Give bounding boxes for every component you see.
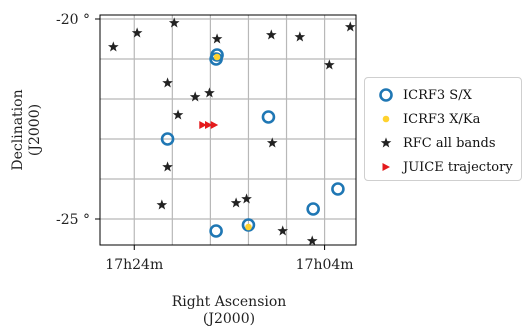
y-axis-label: Declination(J2000) (10, 89, 43, 170)
rfc-all-bands-point (241, 193, 252, 204)
icrf3-s-x-point (306, 202, 320, 216)
legend-label: ICRF3 S/X (403, 87, 472, 103)
juice-trajectory-point (199, 121, 207, 129)
data-marks (108, 17, 356, 246)
rfc-all-bands-point (189, 91, 201, 102)
legend-marker-juice-trajectory (382, 163, 390, 171)
juice-trajectory-point (204, 121, 213, 129)
legend-marker-icrf3-s-x (379, 88, 393, 102)
rfc-all-bands-point (162, 161, 173, 172)
rfc-all-bands-point (265, 29, 277, 40)
grid-lines (100, 15, 356, 245)
icrf3-x-ka-point (245, 223, 252, 231)
plot-frame (99, 14, 357, 246)
icrf3-x-ka-point (213, 53, 221, 61)
legend-item-icrf3-s-x: ICRF3 S/X (375, 84, 472, 106)
rfc-all-bands-point (294, 31, 306, 42)
axis-ticks: 17h24m 17h04m -20 ° -25 ° (56, 12, 354, 273)
x-tick-label: 17h04m (296, 257, 354, 273)
rfc-all-bands-point (344, 21, 356, 32)
icrf3-s-x-point (209, 52, 223, 66)
legend-marker-rfc-all-bands (380, 137, 392, 148)
rfc-all-bands-point (172, 109, 184, 120)
legend-label: JUICE trajectory (403, 159, 513, 175)
x-tick-label: 17h24m (105, 257, 163, 273)
legend-item-juice-trajectory: JUICE trajectory (375, 156, 513, 178)
y-tick-label: -20 ° (56, 12, 90, 28)
legend: ICRF3 S/X ICRF3 X/Ka RFC all bands JUICE tr… (364, 77, 522, 181)
rfc-all-bands-point (168, 17, 180, 28)
x-axis-label: Right Ascension (J2000) (172, 294, 287, 327)
rfc-all-bands-point (108, 41, 119, 52)
legend-label: RFC all bands (403, 135, 496, 151)
icrf3-s-x-point (160, 132, 175, 146)
rfc-all-bands-point (211, 33, 223, 44)
icrf3-s-x-point (241, 218, 256, 232)
legend-marker-shape (382, 115, 390, 123)
rfc-all-bands-point (324, 59, 335, 70)
rfc-all-bands-point (204, 87, 215, 98)
rfc-all-bands-point (156, 199, 168, 210)
legend-label: ICRF3 X/Ka (403, 111, 481, 127)
icrf3-s-x-point (331, 182, 345, 196)
juice-trajectory-point (210, 121, 219, 129)
legend-item-icrf3-x-ka: ICRF3 X/Ka (375, 108, 480, 130)
icrf3-s-x-point (209, 224, 223, 238)
legend-marker-shape (379, 88, 393, 102)
rfc-all-bands-point (230, 197, 242, 208)
legend-marker-shape (380, 137, 392, 148)
y-tick-label: -25 ° (56, 212, 90, 228)
rfc-all-bands-point (266, 137, 278, 148)
legend-item-rfc-all-bands: RFC all bands (375, 132, 496, 154)
rfc-all-bands-point (306, 235, 318, 246)
legend-marker-icrf3-x-ka (382, 115, 390, 123)
rfc-all-bands-point (162, 77, 173, 88)
rfc-all-bands-point (277, 225, 289, 236)
rfc-all-bands-point (131, 27, 143, 38)
legend-marker-shape (382, 163, 390, 171)
icrf3-s-x-point (261, 110, 276, 124)
